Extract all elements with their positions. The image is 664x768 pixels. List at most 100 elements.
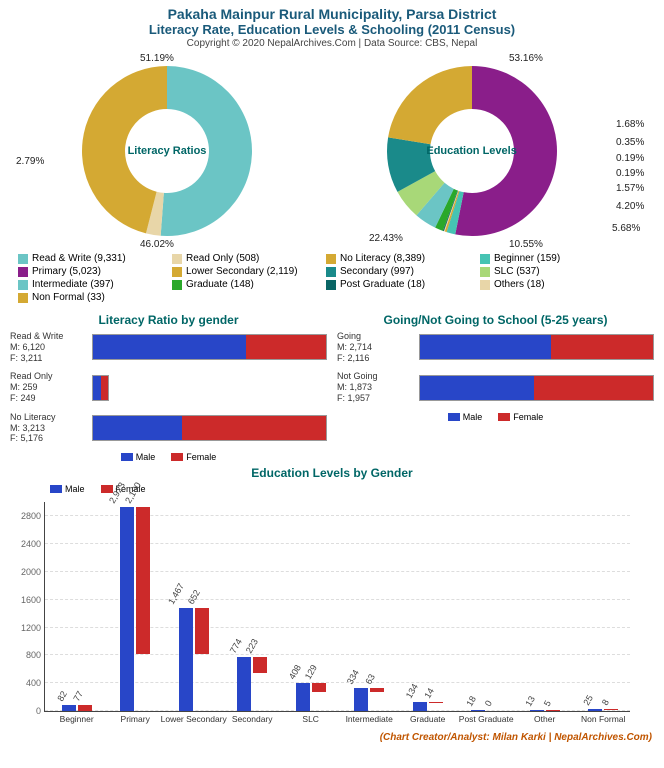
header: Pakaha Mainpur Rural Municipality, Parsa… — [0, 0, 664, 51]
hbar-literacy-panel: Literacy Ratio by gender Read & WriteM: … — [10, 309, 327, 462]
hbar-school-panel: Going/Not Going to School (5-25 years) G… — [337, 309, 654, 462]
y-tick: 2000 — [15, 567, 41, 577]
pct-label: 22.43% — [369, 233, 403, 244]
gender-legend-1: Male Female — [10, 452, 327, 462]
hbar-female — [101, 376, 108, 400]
bar-female: 652 — [195, 608, 209, 654]
hbar-row: Read OnlyM: 259F: 249 — [10, 371, 327, 403]
hbar-male — [420, 376, 534, 400]
bar-group: 334 63 Intermediate — [349, 688, 389, 711]
donut-education: Education Levels 53.16%1.68%0.35%0.19%0.… — [334, 51, 654, 251]
y-tick: 0 — [15, 706, 41, 716]
hbar-male — [420, 335, 551, 359]
bar-female: 77 — [78, 705, 92, 710]
bar-male: 408 — [296, 683, 310, 712]
hbar-row: Read & WriteM: 6,120F: 3,211 — [10, 331, 327, 363]
donut-literacy: Literacy Ratios 51.19%2.79%46.02% — [10, 51, 324, 251]
hbar-label: GoingM: 2,714F: 2,116 — [337, 331, 419, 363]
x-category: Graduate — [410, 714, 445, 724]
pct-label: 1.57% — [616, 183, 644, 194]
copyright: Copyright © 2020 NepalArchives.Com | Dat… — [0, 38, 664, 49]
bar-female: 129 — [312, 683, 326, 692]
bar-male: 1,467 — [179, 608, 193, 711]
x-category: Intermediate — [346, 714, 393, 724]
legend-item: Secondary (997) — [326, 266, 476, 277]
hbar-female — [182, 416, 326, 440]
y-tick: 1200 — [15, 623, 41, 633]
bar-male: 82 — [62, 705, 76, 711]
x-category: Lower Secondary — [161, 714, 227, 724]
chart-credit: (Chart Creator/Analyst: Milan Karki | Ne… — [0, 716, 664, 747]
bar-group: 774 223 Secondary — [232, 657, 272, 711]
x-category: SLC — [302, 714, 319, 724]
legend-item: Lower Secondary (2,119) — [172, 266, 322, 277]
hbar-female — [551, 335, 653, 359]
legend-item: Non Formal (33) — [18, 292, 168, 303]
bar-group: 82 77 Beginner — [57, 705, 97, 711]
edu-gender-panel: Education Levels by Gender Male Female 0… — [0, 466, 664, 716]
bar-male: 334 — [354, 688, 368, 711]
bar-female: 63 — [370, 688, 384, 692]
hbar-row: GoingM: 2,714F: 2,116 — [337, 331, 654, 363]
hbar-track — [419, 334, 654, 360]
bar-male: 774 — [237, 657, 251, 711]
bar-female: 8 — [604, 709, 618, 710]
hbar-track — [419, 375, 654, 401]
donut-slice — [161, 66, 252, 236]
hbar-school-title: Going/Not Going to School (5-25 years) — [337, 313, 654, 327]
legend-item: No Literacy (8,389) — [326, 253, 476, 264]
pct-label: 0.19% — [616, 168, 644, 179]
pct-label: 46.02% — [140, 239, 174, 250]
pct-label: 5.68% — [612, 223, 640, 234]
x-category: Non Formal — [581, 714, 625, 724]
bar-group: 25 8 Non Formal — [583, 709, 623, 711]
bar-male: 134 — [413, 702, 427, 711]
bar-male: 25 — [588, 709, 602, 711]
hbar-label: No LiteracyM: 3,213F: 5,176 — [10, 412, 92, 444]
pct-label: 0.19% — [616, 153, 644, 164]
legend-item: Post Graduate (18) — [326, 279, 476, 290]
hbar-male — [93, 376, 101, 400]
donut-slice — [388, 66, 472, 144]
title-main: Pakaha Mainpur Rural Municipality, Parsa… — [0, 6, 664, 22]
pct-label: 51.19% — [140, 53, 174, 64]
hbar-label: Not GoingM: 1,873F: 1,957 — [337, 371, 419, 403]
hbar-track — [92, 415, 327, 441]
hbar-row: No LiteracyM: 3,213F: 5,176 — [10, 412, 327, 444]
edu-gender-title: Education Levels by Gender — [10, 466, 654, 480]
hbar-literacy-title: Literacy Ratio by gender — [10, 313, 327, 327]
hbar-row: Not GoingM: 1,873F: 1,957 — [337, 371, 654, 403]
hbar-male — [93, 335, 246, 359]
hbar-label: Read OnlyM: 259F: 249 — [10, 371, 92, 403]
pct-label: 10.55% — [509, 239, 543, 250]
bar-group: 13 5 Other — [525, 710, 565, 711]
bar-female: 2,100 — [136, 507, 150, 654]
hbar-female — [534, 376, 653, 400]
hbar-female — [246, 335, 326, 359]
y-tick: 400 — [15, 678, 41, 688]
y-tick: 800 — [15, 650, 41, 660]
main-legend: Read & Write (9,331)Read Only (508)No Li… — [0, 251, 664, 309]
bar-female: 223 — [253, 657, 267, 673]
y-tick: 2400 — [15, 539, 41, 549]
hbar-track — [92, 334, 327, 360]
bar-male: 2,923 — [120, 507, 134, 712]
title-sub: Literacy Rate, Education Levels & School… — [0, 22, 664, 37]
legend-item: Others (18) — [480, 279, 630, 290]
legend-item: Primary (5,023) — [18, 266, 168, 277]
pct-label: 53.16% — [509, 53, 543, 64]
x-category: Other — [534, 714, 555, 724]
x-category: Post Graduate — [459, 714, 514, 724]
pct-label: 0.35% — [616, 137, 644, 148]
y-tick: 2800 — [15, 511, 41, 521]
pct-label: 2.79% — [16, 156, 44, 167]
legend-item: Read Only (508) — [172, 253, 322, 264]
legend-item: Graduate (148) — [172, 279, 322, 290]
bar-female: 14 — [429, 702, 443, 703]
x-category: Primary — [121, 714, 150, 724]
pct-label: 1.68% — [616, 119, 644, 130]
pct-label: 4.20% — [616, 201, 644, 212]
grouped-bar-chart: 040080012001600200024002800 82 77 Beginn… — [44, 502, 630, 712]
legend-item: SLC (537) — [480, 266, 630, 277]
bar-male: 13 — [530, 710, 544, 711]
